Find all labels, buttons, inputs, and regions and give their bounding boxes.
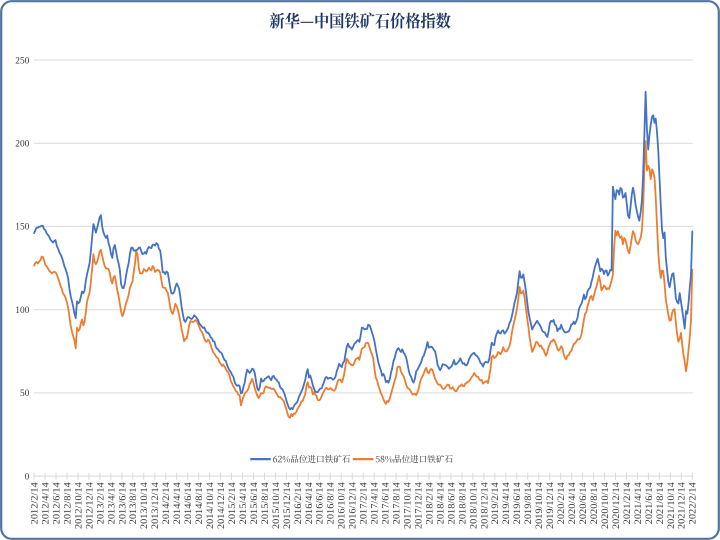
svg-text:2021/12/14: 2021/12/14 — [678, 482, 688, 529]
svg-text:2021/2/14: 2021/2/14 — [623, 482, 633, 524]
svg-text:100: 100 — [15, 306, 29, 316]
svg-text:2016/6/14: 2016/6/14 — [316, 482, 326, 524]
svg-text:2019/4/14: 2019/4/14 — [502, 482, 512, 524]
svg-text:2021/4/14: 2021/4/14 — [634, 482, 644, 524]
svg-text:2018/8/14: 2018/8/14 — [458, 482, 468, 524]
svg-text:2018/10/14: 2018/10/14 — [469, 482, 479, 529]
svg-text:2017/10/14: 2017/10/14 — [403, 482, 413, 529]
svg-text:200: 200 — [15, 140, 29, 150]
svg-text:2020/10/14: 2020/10/14 — [601, 482, 611, 529]
svg-text:2014/10/14: 2014/10/14 — [206, 482, 216, 529]
svg-text:2021/10/14: 2021/10/14 — [667, 482, 677, 529]
svg-text:150: 150 — [15, 223, 29, 233]
svg-text:2014/4/14: 2014/4/14 — [173, 482, 183, 524]
svg-text:2021/6/14: 2021/6/14 — [645, 482, 655, 524]
svg-text:2013/8/14: 2013/8/14 — [129, 482, 139, 524]
svg-text:2017/8/14: 2017/8/14 — [393, 482, 403, 524]
svg-text:2015/8/14: 2015/8/14 — [261, 482, 271, 524]
svg-text:2017/4/14: 2017/4/14 — [371, 482, 381, 524]
svg-text:2014/6/14: 2014/6/14 — [184, 482, 194, 524]
svg-text:2012/2/14: 2012/2/14 — [31, 482, 41, 524]
svg-text:2018/4/14: 2018/4/14 — [436, 482, 446, 524]
svg-text:2014/12/14: 2014/12/14 — [217, 482, 227, 529]
svg-text:2017/2/14: 2017/2/14 — [360, 482, 370, 524]
svg-text:2017/12/14: 2017/12/14 — [414, 482, 424, 529]
svg-text:250: 250 — [15, 56, 29, 66]
svg-text:2013/2/14: 2013/2/14 — [96, 482, 106, 524]
svg-text:2019/8/14: 2019/8/14 — [524, 482, 534, 524]
svg-text:2015/10/14: 2015/10/14 — [272, 482, 282, 529]
svg-text:2013/12/14: 2013/12/14 — [151, 482, 161, 529]
svg-text:2020/4/14: 2020/4/14 — [568, 482, 578, 524]
svg-text:2014/8/14: 2014/8/14 — [195, 482, 205, 524]
svg-text:2016/4/14: 2016/4/14 — [305, 482, 315, 524]
svg-text:2018/6/14: 2018/6/14 — [447, 482, 457, 524]
svg-text:2019/2/14: 2019/2/14 — [491, 482, 501, 524]
svg-text:2022/2/14: 2022/2/14 — [689, 482, 699, 524]
svg-text:2019/10/14: 2019/10/14 — [535, 482, 545, 529]
svg-text:2019/12/14: 2019/12/14 — [546, 482, 556, 529]
svg-text:0: 0 — [25, 472, 30, 482]
svg-text:2014/2/14: 2014/2/14 — [162, 482, 172, 524]
svg-text:2016/12/14: 2016/12/14 — [349, 482, 359, 529]
svg-text:2021/8/14: 2021/8/14 — [656, 482, 666, 524]
svg-text:50: 50 — [20, 389, 30, 399]
svg-text:2017/6/14: 2017/6/14 — [382, 482, 392, 524]
svg-text:2020/2/14: 2020/2/14 — [557, 482, 567, 524]
svg-text:2012/8/14: 2012/8/14 — [63, 482, 73, 524]
svg-text:2018/2/14: 2018/2/14 — [425, 482, 435, 524]
svg-text:2016/8/14: 2016/8/14 — [327, 482, 337, 524]
svg-text:2013/6/14: 2013/6/14 — [118, 482, 128, 524]
svg-text:2015/12/14: 2015/12/14 — [283, 482, 293, 529]
svg-text:2015/2/14: 2015/2/14 — [228, 482, 238, 524]
svg-text:2019/6/14: 2019/6/14 — [513, 482, 523, 524]
svg-text:2020/12/14: 2020/12/14 — [612, 482, 622, 529]
svg-text:2013/4/14: 2013/4/14 — [107, 482, 117, 524]
svg-text:2012/10/14: 2012/10/14 — [74, 482, 84, 529]
svg-text:2016/10/14: 2016/10/14 — [338, 482, 348, 529]
svg-text:2012/6/14: 2012/6/14 — [52, 482, 62, 524]
svg-text:2020/6/14: 2020/6/14 — [579, 482, 589, 524]
svg-text:2015/4/14: 2015/4/14 — [239, 482, 249, 524]
svg-text:2018/12/14: 2018/12/14 — [480, 482, 490, 529]
svg-text:2013/10/14: 2013/10/14 — [140, 482, 150, 529]
svg-text:2012/4/14: 2012/4/14 — [41, 482, 51, 524]
svg-text:2020/8/14: 2020/8/14 — [590, 482, 600, 524]
svg-text:2012/12/14: 2012/12/14 — [85, 482, 95, 529]
svg-text:2015/6/14: 2015/6/14 — [250, 482, 260, 524]
svg-text:2016/2/14: 2016/2/14 — [294, 482, 304, 524]
